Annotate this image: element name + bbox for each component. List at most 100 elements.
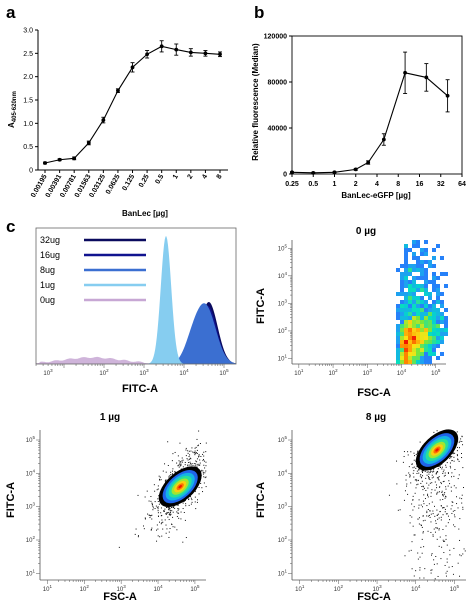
density-cell	[404, 308, 408, 312]
density-dot	[447, 522, 449, 524]
density-xtick-label-exp: 1	[301, 368, 304, 373]
density-dot	[436, 430, 438, 432]
density-dot	[431, 482, 433, 484]
chart-b-point	[445, 93, 450, 98]
density-ytick-label-base: 10	[278, 246, 285, 252]
density-cell	[412, 324, 416, 328]
density-dot	[447, 485, 449, 487]
chart-a-axes	[37, 30, 228, 171]
histogram-legend-label: 8ug	[40, 265, 55, 275]
density-dot	[440, 505, 442, 507]
density-dot	[439, 499, 441, 501]
density-dot	[196, 464, 198, 466]
density-dot	[462, 444, 464, 446]
density-cell	[420, 324, 424, 328]
density-xtick-label-base: 10	[411, 587, 418, 593]
density-cell	[432, 276, 436, 280]
density-dot	[182, 508, 184, 510]
chart-b-point	[311, 170, 316, 175]
density-dot	[407, 493, 409, 495]
density-dot	[417, 552, 419, 554]
density-cell	[412, 328, 416, 332]
density-dot	[161, 535, 163, 537]
density-cell	[408, 356, 412, 360]
density-dot	[441, 546, 443, 548]
density-cell	[412, 340, 416, 344]
density-dot	[174, 526, 176, 528]
density-dot	[420, 546, 422, 548]
density-cell	[424, 288, 428, 292]
density-xtick-label: 104	[411, 584, 421, 593]
density-cell	[436, 312, 440, 316]
density-cell	[428, 324, 432, 328]
density-dot	[388, 494, 390, 496]
density-dot	[445, 464, 447, 466]
density-ytick-label: 103	[278, 502, 288, 511]
density-cell	[412, 276, 416, 280]
density-dot	[430, 470, 432, 472]
chart-b-point	[366, 160, 371, 165]
density-dot	[449, 554, 451, 556]
density-dot	[202, 453, 204, 455]
density-cell	[404, 360, 408, 364]
density-dot	[432, 534, 434, 536]
density-xtick-label-exp: 2	[86, 584, 89, 589]
density-cell	[404, 320, 408, 324]
density-dot	[422, 500, 424, 502]
density-cell	[420, 328, 424, 332]
density-dot	[144, 517, 146, 519]
density-dot	[445, 572, 447, 574]
chart-b-ticks: 0 40000 80000 120000 0.25 0.5 1 2 4 8 16 32 64	[264, 34, 466, 189]
density-dot	[403, 451, 405, 453]
histogram-xtick-label-base: 10	[139, 371, 146, 377]
density-dot	[194, 501, 196, 503]
density-ytick-label-base: 10	[278, 538, 285, 544]
histogram-xtick-label-base: 10	[219, 371, 226, 377]
density-cell	[424, 360, 428, 364]
density-dot	[178, 508, 180, 510]
density-cell	[408, 320, 412, 324]
density-dot	[411, 516, 413, 518]
density-cell	[416, 352, 420, 356]
density-cell	[444, 332, 448, 336]
density-dot	[424, 498, 426, 500]
density-dot	[409, 476, 411, 478]
density-0ug-xlabel: FSC-A	[357, 387, 391, 399]
density-dot	[422, 532, 424, 534]
density-dot	[203, 476, 205, 478]
density-cell	[428, 296, 432, 300]
density-dot	[421, 472, 423, 474]
density-dot	[184, 500, 186, 502]
chart-a-point	[116, 88, 120, 93]
chart-a-point	[203, 51, 208, 56]
density-dot	[157, 498, 159, 500]
density-dot	[180, 464, 182, 466]
density-cell	[400, 320, 404, 324]
density-cell	[424, 308, 428, 312]
density-dot	[451, 566, 453, 568]
density-dot	[456, 496, 458, 498]
density-dot	[428, 478, 430, 480]
density-cell	[420, 264, 424, 268]
density-dot	[451, 505, 453, 507]
density-dot	[151, 527, 153, 529]
density-cell	[412, 244, 416, 248]
density-cell	[424, 316, 428, 320]
histogram-xtick-label: 105	[219, 368, 229, 377]
density-cell	[420, 356, 424, 360]
density-dot	[172, 470, 174, 472]
density-dot	[457, 478, 459, 480]
density-cell	[396, 332, 400, 336]
density-dot	[188, 458, 190, 460]
density-cell	[396, 304, 400, 308]
density-cell	[412, 356, 416, 360]
density-dot	[445, 496, 447, 498]
density-dot	[443, 480, 445, 482]
density-cell	[436, 324, 440, 328]
density-cell	[408, 340, 412, 344]
density-cell	[424, 260, 428, 264]
density-dot	[187, 465, 189, 467]
density-cell	[432, 352, 436, 356]
density-dot	[189, 496, 191, 498]
